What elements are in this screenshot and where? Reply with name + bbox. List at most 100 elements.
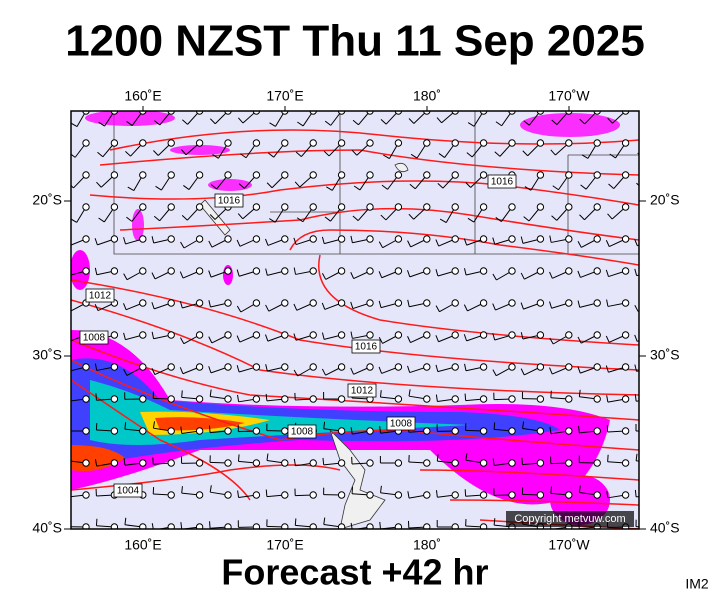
wind-station (167, 427, 175, 435)
wind-feather (607, 117, 613, 124)
wind-feather (606, 490, 609, 498)
wind-feather (634, 239, 638, 246)
wind-station (593, 139, 601, 147)
wind-station (423, 299, 431, 307)
wind-station (252, 235, 261, 243)
wind-feather (94, 238, 98, 246)
wind-shaft (645, 111, 654, 127)
wind-station (423, 363, 431, 371)
wind-station (394, 235, 403, 243)
wind-feather (67, 490, 68, 497)
wind-station (508, 459, 516, 467)
isobar-label: 1016 (214, 193, 244, 208)
wind-feather (266, 182, 273, 189)
wind-feather (408, 213, 415, 220)
wind-station (621, 235, 630, 243)
isobar-label-text: 1016 (491, 177, 514, 188)
wind-feather (293, 333, 297, 341)
isobar-label-box (214, 193, 244, 208)
wind-feather (494, 151, 501, 157)
wind-feather (378, 300, 382, 308)
wind-station (281, 363, 289, 371)
wind-station (593, 299, 601, 307)
wind-station (621, 299, 630, 307)
wind-feather (324, 120, 332, 126)
wind-feather (293, 369, 299, 377)
wind-feather (265, 364, 268, 372)
wind-station (423, 459, 431, 467)
wind-station (167, 331, 175, 339)
wind-station (110, 395, 119, 403)
wind-station (167, 523, 175, 529)
wind-station (366, 203, 374, 211)
wind-feather (321, 236, 325, 244)
wind-station (224, 235, 232, 243)
wind-shaft (645, 207, 654, 222)
wind-station (565, 427, 573, 435)
wind-station (281, 203, 289, 211)
wind-station (394, 395, 403, 403)
wind-station (110, 459, 119, 467)
wind-feather (321, 368, 327, 376)
wind-station (224, 427, 232, 435)
image-id: IM2 (685, 576, 709, 592)
wind-feather (240, 153, 247, 159)
wind-feather (378, 271, 383, 278)
wind-station (252, 523, 261, 529)
wind-station (252, 139, 261, 147)
wind-station (195, 427, 204, 435)
wind-feather (464, 393, 467, 401)
lat-label-right: 40˚S (650, 520, 680, 536)
wind-feather (297, 121, 304, 127)
wind-feather (71, 153, 76, 158)
wind-feather (520, 368, 525, 376)
isobar-label-text: 1016 (218, 196, 241, 207)
wind-feather (492, 273, 497, 281)
wind-feather (237, 117, 244, 124)
wind-station (621, 139, 630, 147)
wind-station (167, 171, 175, 179)
wind-feather (123, 369, 128, 376)
wind-station (479, 235, 488, 243)
wind-feather (326, 186, 333, 191)
wind-feather (463, 334, 468, 342)
wind-station (451, 363, 459, 371)
wind-station (394, 459, 403, 467)
wind-station (195, 139, 204, 147)
wind-feather (492, 369, 497, 376)
wind-station (536, 139, 545, 147)
wind-station (536, 299, 545, 307)
wind-station (224, 523, 232, 529)
wind-station (565, 267, 573, 275)
wind-feather (96, 181, 102, 188)
wind-feather (269, 218, 276, 223)
wind-station (508, 331, 516, 339)
wind-feather (236, 269, 240, 277)
wind-feather (520, 236, 524, 244)
wind-station (651, 140, 657, 146)
wind-feather (634, 334, 638, 342)
wind-feather (67, 394, 68, 401)
wind-feather (152, 421, 156, 429)
isobar-label: 1008 (386, 416, 416, 431)
wind-feather (495, 121, 502, 127)
isobar-label-box (113, 483, 143, 498)
wind-station (337, 203, 346, 211)
lon-label-bottom: 180˚ (413, 537, 441, 553)
wind-station (139, 363, 147, 371)
axis-labels: 160˚E 170˚E 180˚ 170˚W 160˚E 170˚E 180˚ 170˚W 20… (32, 88, 679, 553)
wind-station (366, 171, 374, 179)
wind-feather (67, 335, 70, 342)
wind-station (139, 395, 147, 403)
wind-station (281, 139, 289, 147)
wind-station (565, 139, 573, 147)
wind-feather (408, 118, 415, 124)
wind-feather (549, 337, 554, 345)
wind-station (565, 491, 573, 499)
wind-station (167, 299, 175, 307)
wind-station (366, 139, 374, 147)
wind-station (423, 523, 431, 529)
wind-feather (209, 389, 212, 397)
isobar-label-box (79, 330, 109, 345)
